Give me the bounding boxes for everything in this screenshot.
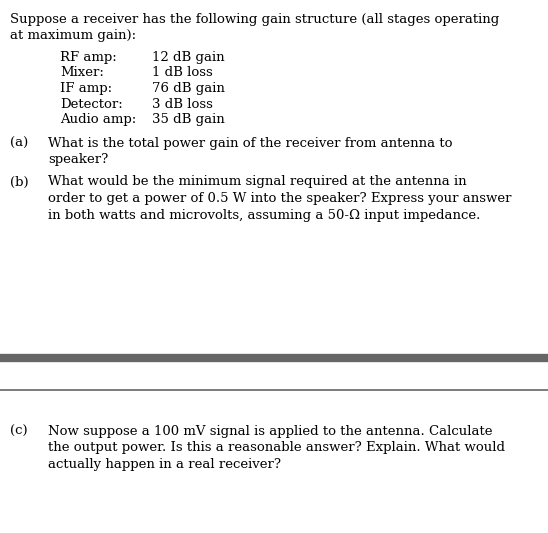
Text: Mixer:: Mixer:: [60, 67, 104, 79]
Text: Now suppose a 100 mV signal is applied to the antenna. Calculate: Now suppose a 100 mV signal is applied t…: [48, 425, 493, 438]
Text: at maximum gain):: at maximum gain):: [10, 29, 136, 42]
Text: What would be the minimum signal required at the antenna in: What would be the minimum signal require…: [48, 175, 467, 189]
Text: RF amp:: RF amp:: [60, 51, 117, 64]
Text: speaker?: speaker?: [48, 153, 109, 166]
Text: in both watts and microvolts, assuming a 50-Ω input impedance.: in both watts and microvolts, assuming a…: [48, 208, 481, 222]
Text: order to get a power of 0.5 W into the speaker? Express your answer: order to get a power of 0.5 W into the s…: [48, 192, 511, 205]
Text: 35 dB gain: 35 dB gain: [152, 113, 225, 126]
Text: 76 dB gain: 76 dB gain: [152, 82, 225, 95]
Text: 12 dB gain: 12 dB gain: [152, 51, 225, 64]
Text: IF amp:: IF amp:: [60, 82, 112, 95]
Text: the output power. Is this a reasonable answer? Explain. What would: the output power. Is this a reasonable a…: [48, 441, 505, 455]
Text: Audio amp:: Audio amp:: [60, 113, 136, 126]
Text: Suppose a receiver has the following gain structure (all stages operating: Suppose a receiver has the following gai…: [10, 13, 499, 26]
Text: actually happen in a real receiver?: actually happen in a real receiver?: [48, 458, 281, 471]
Text: 1 dB loss: 1 dB loss: [152, 67, 213, 79]
Text: What is the total power gain of the receiver from antenna to: What is the total power gain of the rece…: [48, 136, 453, 149]
Text: 3 dB loss: 3 dB loss: [152, 98, 213, 110]
Text: Detector:: Detector:: [60, 98, 123, 110]
Text: (b): (b): [10, 175, 28, 189]
Text: (c): (c): [10, 425, 27, 438]
Text: (a): (a): [10, 136, 28, 149]
